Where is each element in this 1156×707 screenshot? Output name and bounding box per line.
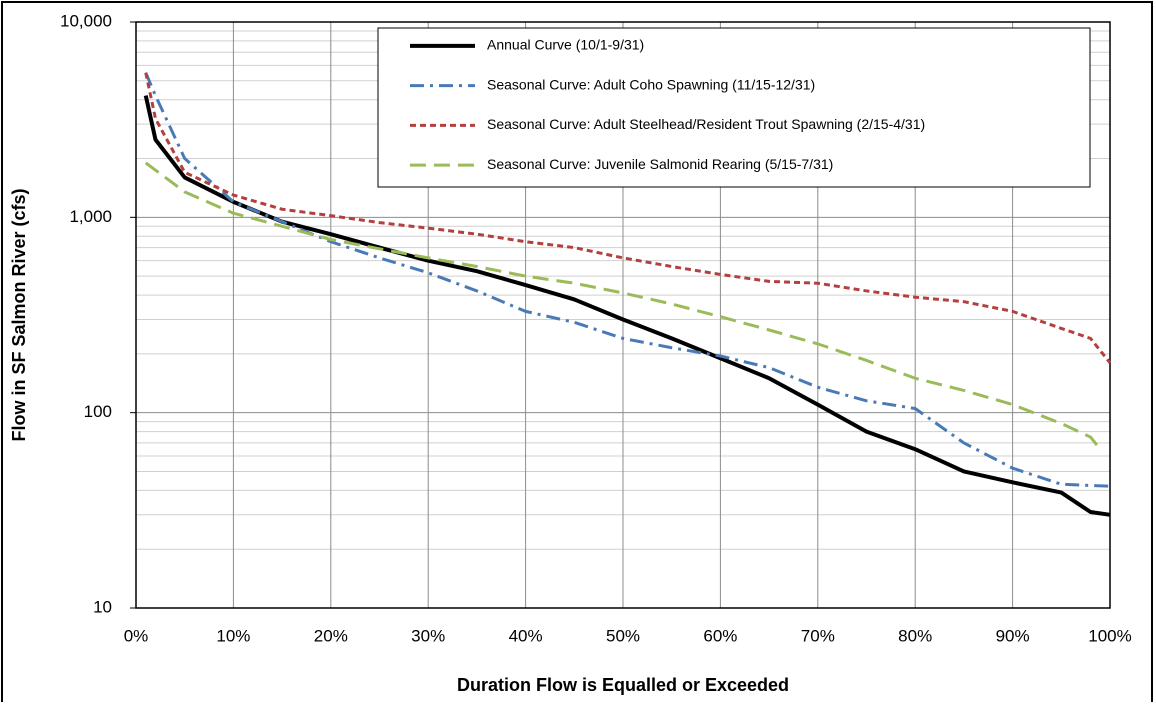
y-tick-label: 1,000 bbox=[69, 207, 112, 226]
series-line bbox=[144, 72, 1111, 488]
x-tick-label: 60% bbox=[703, 626, 737, 645]
legend-label: Seasonal Curve: Juvenile Salmonid Rearin… bbox=[487, 156, 833, 172]
x-tick-label: 50% bbox=[606, 626, 640, 645]
legend-label: Seasonal Curve: Adult Steelhead/Resident… bbox=[487, 116, 925, 132]
legend-label: Annual Curve (10/1-9/31) bbox=[487, 37, 644, 53]
x-tick-label: 0% bbox=[124, 626, 149, 645]
y-tick-label: 100 bbox=[84, 402, 112, 421]
x-tick-label: 10% bbox=[216, 626, 250, 645]
x-tick-label: 40% bbox=[509, 626, 543, 645]
x-tick-label: 100% bbox=[1088, 626, 1131, 645]
plot-border bbox=[135, 21, 1111, 609]
legend-label: Seasonal Curve: Adult Coho Spawning (11/… bbox=[487, 76, 815, 92]
x-axis-title: Duration Flow is Equalled or Exceeded bbox=[457, 675, 789, 695]
y-tick-label: 10 bbox=[93, 597, 112, 616]
x-tick-label: 70% bbox=[801, 626, 835, 645]
legend-box bbox=[377, 27, 1091, 188]
y-tick-label: 10,000 bbox=[60, 11, 112, 30]
x-tick-label: 90% bbox=[996, 626, 1030, 645]
x-tick-label: 80% bbox=[898, 626, 932, 645]
y-axis-title: Flow in SF Salmon River (cfs) bbox=[9, 188, 29, 441]
x-tick-label: 30% bbox=[411, 626, 445, 645]
series-line bbox=[144, 72, 1112, 364]
series-line bbox=[144, 161, 1102, 451]
x-tick-label: 20% bbox=[314, 626, 348, 645]
